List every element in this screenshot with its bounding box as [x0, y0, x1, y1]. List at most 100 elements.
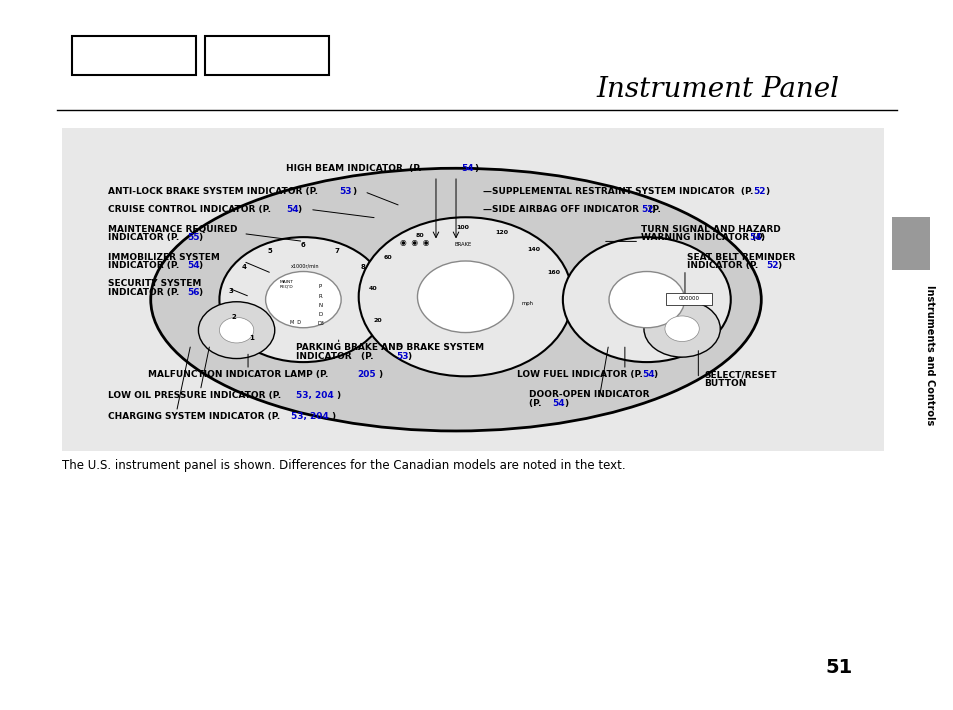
Text: The U.S. instrument panel is shown. Differences for the Canadian models are note: The U.S. instrument panel is shown. Diff…: [62, 459, 625, 471]
Text: 56: 56: [187, 288, 199, 297]
Circle shape: [664, 316, 699, 342]
Text: MAINT
REQ'D: MAINT REQ'D: [279, 280, 293, 288]
Text: INDICATOR (P.: INDICATOR (P.: [108, 288, 182, 297]
Text: ): ): [198, 288, 202, 297]
Text: LOW FUEL INDICATOR (P.: LOW FUEL INDICATOR (P.: [517, 371, 645, 379]
Text: SEAT BELT REMINDER: SEAT BELT REMINDER: [686, 253, 795, 261]
Text: 3: 3: [228, 288, 233, 294]
Circle shape: [358, 217, 572, 376]
Text: ): ): [760, 234, 763, 242]
Text: 54: 54: [552, 399, 564, 408]
Text: ): ): [297, 205, 301, 214]
Text: ANTI-LOCK BRAKE SYSTEM INDICATOR (P.: ANTI-LOCK BRAKE SYSTEM INDICATOR (P.: [108, 187, 320, 196]
Text: D3: D3: [316, 321, 324, 327]
Text: ): ): [331, 413, 335, 421]
Text: 54: 54: [748, 234, 760, 242]
Text: —SIDE AIRBAG OFF INDICATOR   (P.: —SIDE AIRBAG OFF INDICATOR (P.: [482, 205, 663, 214]
Text: 53: 53: [395, 352, 408, 361]
Text: HIGH BEAM INDICATOR  (P.: HIGH BEAM INDICATOR (P.: [286, 164, 424, 173]
Text: MAINTENANCE REQUIRED: MAINTENANCE REQUIRED: [108, 225, 237, 234]
Text: Instruments and Controls: Instruments and Controls: [924, 285, 934, 425]
Text: 51: 51: [825, 658, 852, 677]
Text: 7: 7: [334, 248, 339, 254]
Text: BRAKE: BRAKE: [454, 242, 471, 248]
Text: 160: 160: [546, 271, 559, 275]
Text: 53, 204: 53, 204: [291, 413, 329, 421]
FancyBboxPatch shape: [71, 36, 195, 75]
Text: 100: 100: [456, 225, 468, 230]
Text: 8: 8: [360, 265, 365, 271]
Text: INDICATOR   (P.: INDICATOR (P.: [295, 352, 376, 361]
Text: ): ): [653, 371, 657, 379]
Text: x1000r/min: x1000r/min: [291, 263, 319, 268]
Ellipse shape: [151, 168, 760, 431]
Text: 54: 54: [187, 261, 199, 270]
Text: ◉  ◉  ◉: ◉ ◉ ◉: [400, 238, 429, 246]
Text: D: D: [318, 312, 322, 317]
Text: SECURITY SYSTEM: SECURITY SYSTEM: [108, 280, 201, 288]
Text: INDICATOR (P.: INDICATOR (P.: [686, 261, 760, 270]
Text: 120: 120: [495, 230, 508, 235]
Text: 5: 5: [268, 248, 273, 254]
Text: 53, 204: 53, 204: [295, 391, 334, 400]
Text: 54: 54: [641, 371, 654, 379]
Text: 52: 52: [765, 261, 778, 270]
Text: 80: 80: [416, 234, 424, 239]
Text: (P.: (P.: [529, 399, 544, 408]
Text: 54: 54: [461, 164, 474, 173]
Text: TURN SIGNAL AND HAZARD: TURN SIGNAL AND HAZARD: [640, 225, 780, 234]
Circle shape: [643, 300, 720, 357]
Text: 205: 205: [357, 371, 376, 379]
Text: 6: 6: [301, 242, 305, 248]
Text: 140: 140: [527, 247, 539, 252]
FancyBboxPatch shape: [62, 128, 883, 451]
Text: mph: mph: [521, 301, 533, 307]
Text: 55: 55: [187, 234, 199, 242]
Text: SELECT/RESET: SELECT/RESET: [703, 371, 776, 379]
FancyBboxPatch shape: [205, 36, 329, 75]
Circle shape: [417, 261, 513, 332]
Text: BUTTON: BUTTON: [703, 379, 745, 388]
Text: 54: 54: [286, 205, 298, 214]
Text: ): ): [377, 371, 381, 379]
Text: INDICATOR (P.: INDICATOR (P.: [108, 261, 182, 270]
Text: CHARGING SYSTEM INDICATOR (P.: CHARGING SYSTEM INDICATOR (P.: [108, 413, 283, 421]
Text: ): ): [777, 261, 781, 270]
Text: 52: 52: [640, 205, 653, 214]
FancyBboxPatch shape: [665, 293, 711, 305]
Text: 4: 4: [241, 265, 246, 271]
Text: INDICATOR (P.: INDICATOR (P.: [108, 234, 182, 242]
Circle shape: [265, 271, 341, 328]
Circle shape: [608, 271, 684, 328]
Text: MALFUNCTION INDICATOR LAMP (P.: MALFUNCTION INDICATOR LAMP (P.: [148, 371, 331, 379]
FancyBboxPatch shape: [891, 217, 929, 270]
Text: Instrument Panel: Instrument Panel: [596, 76, 839, 103]
Circle shape: [198, 302, 274, 359]
Text: 1: 1: [249, 335, 253, 342]
Text: 40: 40: [368, 286, 376, 291]
Text: R: R: [318, 293, 322, 299]
Text: N: N: [318, 302, 322, 308]
Circle shape: [219, 317, 253, 343]
Text: DOOR-OPEN INDICATOR: DOOR-OPEN INDICATOR: [529, 391, 649, 399]
Text: —SUPPLEMENTAL RESTRAINT SYSTEM INDICATOR  (P.: —SUPPLEMENTAL RESTRAINT SYSTEM INDICATOR…: [482, 187, 756, 196]
Text: 52: 52: [753, 187, 765, 196]
Text: 60: 60: [383, 256, 392, 261]
Text: 000000: 000000: [678, 296, 699, 302]
Text: ): ): [764, 187, 768, 196]
Text: 20: 20: [373, 318, 381, 323]
Circle shape: [562, 237, 730, 362]
Text: M  D: M D: [290, 320, 301, 325]
Text: 53: 53: [339, 187, 352, 196]
Text: ): ): [198, 234, 202, 242]
Text: CRUISE CONTROL INDICATOR (P.: CRUISE CONTROL INDICATOR (P.: [108, 205, 274, 214]
Text: LOW OIL PRESSURE INDICATOR (P.: LOW OIL PRESSURE INDICATOR (P.: [108, 391, 284, 400]
Circle shape: [219, 237, 387, 362]
Text: ): ): [352, 187, 355, 196]
Text: 2: 2: [231, 314, 235, 320]
Text: 0: 0: [396, 344, 401, 349]
Text: ): ): [651, 205, 655, 214]
Text: IMMOBILIZER SYSTEM: IMMOBILIZER SYSTEM: [108, 253, 219, 261]
Text: ): ): [198, 261, 202, 270]
Text: PARKING BRAKE AND BRAKE SYSTEM: PARKING BRAKE AND BRAKE SYSTEM: [295, 344, 483, 352]
